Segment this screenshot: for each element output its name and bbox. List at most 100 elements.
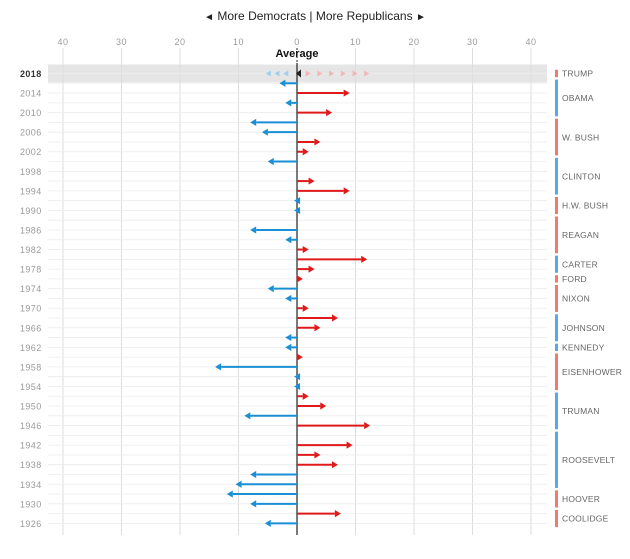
democrat-arrowhead	[250, 470, 257, 479]
republican-arrowhead	[331, 461, 338, 469]
republican-arrowhead	[296, 275, 303, 283]
president-band	[555, 353, 558, 391]
year-label: 1994	[20, 186, 42, 196]
preview-marker	[352, 70, 358, 77]
president-label: JOHNSON	[562, 323, 605, 333]
republican-arrowhead	[302, 245, 309, 254]
year-label: 1934	[20, 480, 42, 490]
president-band	[555, 69, 558, 78]
republican-arrowhead	[302, 392, 309, 400]
president-label: TRUMAN	[562, 406, 600, 416]
right-arrow-icon: ►	[415, 12, 426, 23]
year-label: 1942	[20, 441, 42, 451]
year-label: 1938	[20, 460, 42, 470]
democrat-arrowhead	[285, 236, 292, 244]
year-label: 1958	[20, 362, 42, 372]
x-tick-label: 0	[294, 37, 300, 47]
year-label: 1946	[20, 421, 42, 431]
president-label: TRUMP	[562, 69, 593, 79]
president-label: COOLIDGE	[562, 514, 609, 524]
president-label: CARTER	[562, 259, 598, 269]
republican-arrowhead	[314, 324, 321, 332]
x-tick-label: 10	[350, 37, 361, 47]
president-label: FORD	[562, 274, 587, 284]
direction-banner: ◄ More Democrats | More Republicans ►	[0, 9, 630, 23]
preview-marker	[364, 70, 370, 77]
republican-arrowhead	[302, 148, 309, 156]
republican-arrowhead	[364, 421, 371, 430]
president-band	[555, 284, 558, 312]
x-tick-label: 20	[408, 37, 419, 47]
democrat-arrowhead	[267, 285, 274, 293]
republican-arrowhead	[326, 109, 333, 117]
democrat-arrowhead	[264, 519, 271, 527]
preview-marker	[283, 70, 289, 77]
president-label: ROOSEVELT	[562, 455, 615, 465]
year-label: 1982	[20, 245, 42, 255]
year-label: 2010	[20, 108, 42, 118]
democrat-arrowhead	[235, 480, 242, 488]
year-label: 2006	[20, 128, 42, 138]
democrat-arrowhead	[294, 373, 301, 381]
republican-arrowhead	[346, 441, 353, 449]
year-label: 1990	[20, 206, 42, 216]
preview-marker	[329, 70, 335, 77]
republican-arrowhead	[308, 177, 315, 185]
democrat-arrowhead	[285, 333, 292, 342]
current-year-marker	[296, 69, 301, 78]
republican-arrowhead	[308, 265, 315, 273]
preview-marker	[317, 70, 323, 77]
republican-arrowhead	[343, 187, 350, 195]
more-democrats-label: More Democrats	[217, 9, 307, 23]
year-label: 1986	[20, 225, 42, 235]
republican-arrowhead	[331, 314, 338, 322]
year-label: 1950	[20, 402, 42, 412]
president-band	[555, 343, 558, 352]
president-band	[555, 255, 558, 273]
republican-arrowhead	[334, 510, 341, 518]
average-label: Average	[275, 48, 318, 60]
preview-marker	[305, 70, 311, 77]
year-label: 1954	[20, 382, 42, 392]
president-band	[555, 216, 558, 254]
republican-arrowhead	[302, 304, 309, 312]
president-band	[555, 275, 558, 283]
x-tick-label: 40	[57, 37, 68, 47]
year-label: 1962	[20, 343, 42, 353]
democrat-arrowhead	[261, 128, 268, 136]
president-band	[555, 118, 558, 156]
democrat-arrowhead	[267, 157, 274, 166]
x-tick-label: 30	[467, 37, 478, 47]
president-band	[555, 196, 558, 215]
president-band	[555, 314, 558, 342]
president-band	[555, 392, 558, 430]
year-label: 1998	[20, 167, 42, 177]
more-republicans-label: More Republicans	[315, 9, 413, 23]
democrat-arrowhead	[215, 363, 222, 371]
x-tick-label: 30	[116, 37, 127, 47]
president-label: KENNEDY	[562, 343, 605, 353]
president-label: REAGAN	[562, 230, 599, 240]
president-label: OBAMA	[562, 93, 594, 103]
democrat-arrowhead	[226, 490, 233, 498]
x-tick-label: 40	[525, 37, 536, 47]
year-label: 1930	[20, 499, 42, 509]
democrat-arrowhead	[285, 99, 292, 107]
preview-marker	[265, 70, 271, 77]
banner-separator: |	[309, 9, 313, 23]
left-arrow-icon: ◄	[204, 12, 215, 23]
preview-marker	[340, 70, 346, 77]
republican-arrowhead	[314, 451, 321, 459]
president-band	[555, 79, 558, 117]
preview-marker	[274, 70, 280, 77]
president-label: EISENHOWER	[562, 367, 622, 377]
president-label: NIXON	[562, 294, 590, 304]
democrat-arrowhead	[285, 343, 292, 351]
president-band	[555, 431, 558, 488]
democrat-arrowhead	[250, 226, 257, 234]
democrat-arrowhead	[244, 412, 251, 420]
year-label: 1926	[20, 519, 42, 529]
president-band	[555, 157, 558, 195]
year-label: 1974	[20, 284, 42, 294]
